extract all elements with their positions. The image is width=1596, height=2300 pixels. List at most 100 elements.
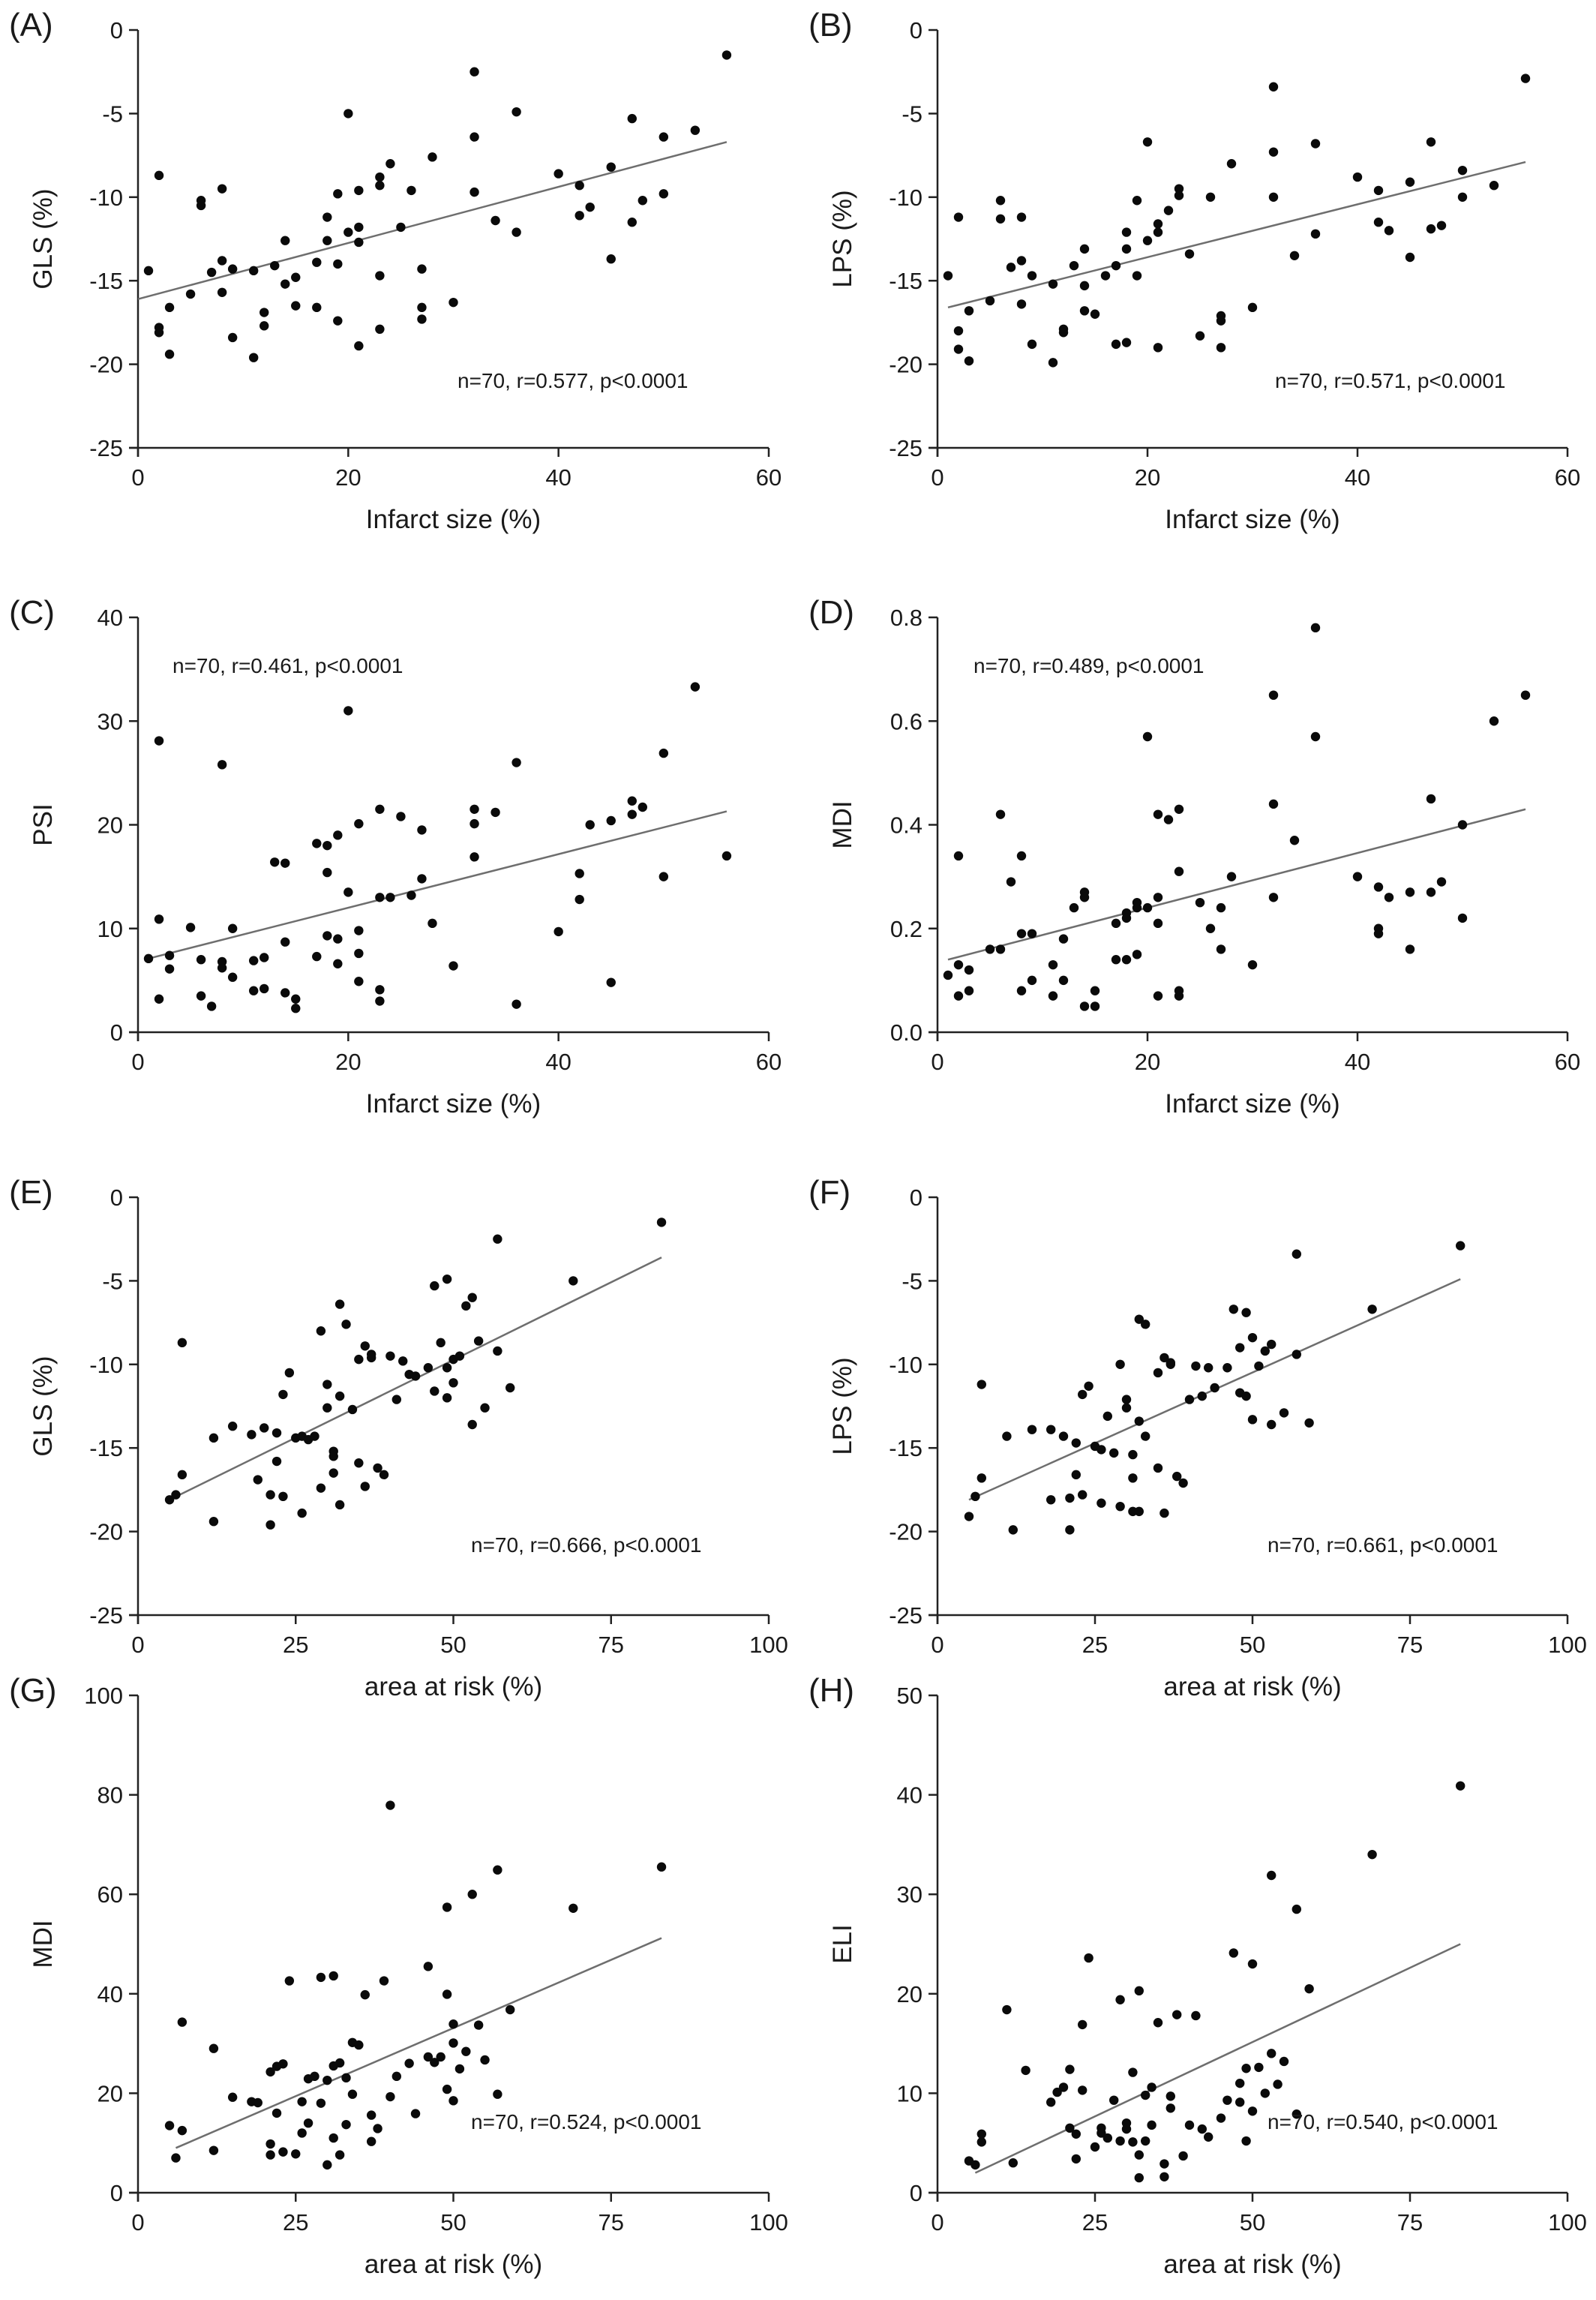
data-point [272, 1456, 282, 1467]
data-point [1134, 2172, 1144, 2183]
data-point [217, 287, 227, 297]
data-point [627, 218, 637, 227]
data-point [1304, 1418, 1314, 1428]
y-tick-label: 0.8 [890, 605, 922, 631]
data-point [396, 222, 406, 233]
data-point [1405, 944, 1415, 954]
y-axis-label: GLS (%) [28, 1356, 58, 1456]
data-point [417, 825, 427, 835]
data-point [334, 2058, 345, 2068]
data-point [1247, 1332, 1258, 1343]
data-point [1002, 2004, 1012, 2015]
data-point [1310, 139, 1321, 149]
data-point [1079, 1001, 1090, 1011]
data-point [1079, 244, 1090, 254]
x-tick-label: 20 [1135, 1049, 1160, 1075]
data-point [1027, 271, 1037, 281]
data-point [1178, 2151, 1188, 2161]
data-point [1078, 1389, 1088, 1400]
data-point [1090, 1001, 1100, 1011]
panel-7: (G) 0 20 40 60 80 100 0 25 50 75 100 area at risk (%… [9, 1672, 788, 2279]
data-point [278, 1389, 288, 1400]
data-point [964, 965, 974, 975]
x-axis-label: Infarct size (%) [1165, 1089, 1340, 1118]
data-point [1426, 794, 1436, 804]
data-point [375, 324, 385, 335]
data-point [512, 227, 521, 237]
data-point [1071, 1438, 1082, 1448]
data-point [1160, 2172, 1169, 2181]
data-point [627, 809, 637, 819]
data-point [1016, 299, 1027, 309]
data-point [310, 2071, 320, 2082]
data-point [1191, 2010, 1201, 2021]
data-point [291, 2149, 301, 2159]
data-point [512, 999, 521, 1009]
data-point [1205, 192, 1216, 202]
data-point [322, 212, 332, 222]
data-point [430, 1281, 440, 1291]
data-point [196, 991, 206, 1001]
data-point [328, 1452, 338, 1461]
data-point [1216, 2113, 1226, 2123]
data-point [512, 107, 521, 117]
data-point [585, 202, 595, 212]
data-point [1115, 1359, 1125, 1370]
data-point [953, 959, 964, 970]
data-point [1197, 1391, 1208, 1401]
data-point [398, 1356, 408, 1366]
data-point [1241, 2136, 1251, 2146]
data-point [1191, 1361, 1201, 1371]
data-point [1121, 227, 1132, 237]
data-point [1134, 1986, 1144, 1996]
data-point [1128, 1449, 1138, 1460]
data-point [1273, 2079, 1282, 2089]
data-point [177, 2125, 188, 2136]
data-point [1153, 343, 1163, 353]
y-axis-label: LPS (%) [828, 1357, 857, 1455]
data-point [1115, 1501, 1125, 1512]
data-point [322, 2160, 332, 2170]
data-point [297, 2128, 307, 2138]
data-point [1426, 887, 1436, 897]
data-point [354, 948, 364, 959]
data-point [360, 1341, 370, 1351]
x-tick-label: 0 [131, 1049, 144, 1075]
data-point [227, 332, 238, 343]
y-tick-label: 30 [98, 708, 123, 734]
data-point [473, 2020, 484, 2030]
data-point [341, 1320, 351, 1329]
data-point [1141, 2090, 1150, 2100]
data-point [1102, 1411, 1113, 1422]
data-point [1405, 252, 1415, 263]
data-point [375, 893, 385, 902]
data-point [1121, 244, 1132, 254]
data-point [1121, 1403, 1132, 1413]
y-tick-label: -5 [902, 101, 922, 127]
data-point [658, 132, 669, 142]
x-tick-label: 25 [1082, 2209, 1108, 2235]
data-point [976, 2129, 987, 2139]
data-point [964, 356, 974, 366]
data-point [248, 986, 259, 995]
data-point [1111, 260, 1121, 271]
data-point [1292, 1350, 1302, 1359]
data-point [1373, 929, 1384, 938]
stats-annotation: n=70, r=0.489, p<0.0001 [974, 654, 1204, 677]
y-tick-label: 0.6 [890, 708, 922, 734]
y-tick-label: -25 [89, 1602, 123, 1629]
data-point [1147, 2082, 1156, 2092]
panel-1: (A) 0 -5 -10 -15 -20 -25 0 20 40 60 Infarct size (%… [9, 7, 782, 534]
data-point [260, 1423, 269, 1433]
data-point [280, 937, 290, 947]
data-point [417, 874, 427, 884]
data-point [448, 961, 458, 971]
data-point [333, 830, 343, 840]
data-point [360, 1989, 370, 2000]
x-tick-label: 0 [931, 1632, 944, 1658]
data-point [375, 271, 385, 281]
data-point [280, 858, 290, 868]
data-point [953, 326, 964, 336]
data-point [1141, 2136, 1150, 2146]
data-point [461, 1301, 471, 1311]
